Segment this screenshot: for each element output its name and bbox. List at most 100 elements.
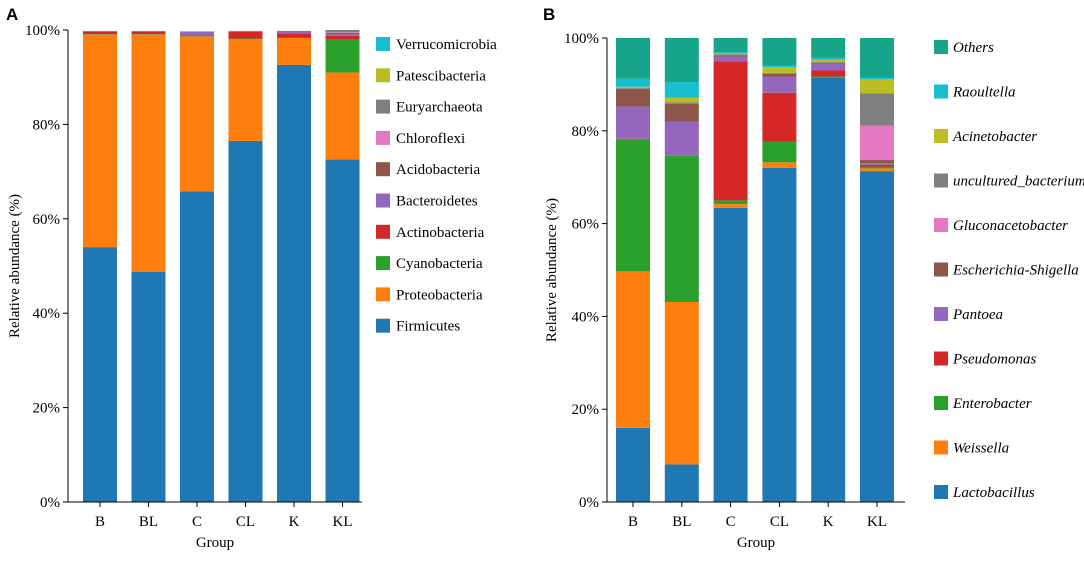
legend-swatch (934, 485, 948, 499)
x-tick-label: K (289, 514, 300, 530)
legend-swatch (934, 396, 948, 410)
bar-segment (326, 33, 360, 34)
bar-segment (762, 66, 796, 67)
bar-segment (714, 38, 748, 52)
bar-segment (811, 38, 845, 57)
y-tick-label: 20% (33, 401, 61, 417)
legend-label: Acinetobacter (952, 129, 1037, 145)
x-tick-label: C (726, 514, 736, 530)
bar-segment (229, 39, 263, 141)
y-tick-label: 40% (33, 306, 61, 322)
legend-swatch (376, 100, 390, 114)
bar-segment (762, 74, 796, 77)
legend-swatch (934, 40, 948, 54)
bar-segment (762, 162, 796, 168)
x-tick-label: CL (236, 514, 255, 530)
bar-segment (326, 39, 360, 72)
bar-segment (180, 32, 214, 35)
bar-segment (762, 77, 796, 93)
x-tick-label: B (95, 514, 105, 530)
bar-segment (616, 88, 650, 89)
bar-segment (277, 65, 311, 502)
legend-swatch (934, 263, 948, 277)
y-axis-title: Relative abundance (%) (544, 198, 560, 342)
y-tick-label: 0% (40, 495, 60, 511)
bar-segment (811, 70, 845, 76)
y-tick-label: 80% (572, 124, 600, 140)
legend-label: Raoultella (952, 85, 1016, 101)
x-tick-label: B (628, 514, 638, 530)
legend-swatch (376, 37, 390, 51)
y-tick-label: 0% (579, 495, 599, 511)
legend-label: uncultured_bacterium (953, 174, 1084, 190)
legend-swatch (376, 194, 390, 208)
bar-segment (277, 38, 311, 65)
bar-segment (326, 30, 360, 32)
y-tick-label: 60% (33, 212, 61, 228)
legend-swatch (376, 131, 390, 145)
bar-segment (83, 32, 117, 34)
legend-swatch (376, 287, 390, 301)
x-tick-label: KL (333, 514, 353, 530)
x-tick-label: C (192, 514, 202, 530)
legend-swatch (934, 85, 948, 99)
legend-swatch (376, 319, 390, 333)
legend-label: Gluconacetobacter (953, 218, 1068, 234)
legend-label: Enterobacter (952, 396, 1032, 412)
legend-swatch (376, 162, 390, 176)
legend-swatch (934, 129, 948, 143)
bar-segment (180, 35, 214, 36)
bar-segment (714, 61, 748, 200)
bar-segment (860, 93, 894, 125)
bar-segment (860, 38, 894, 78)
bar-segment (616, 139, 650, 271)
x-tick-label: BL (672, 514, 691, 530)
bar-segment (229, 141, 263, 502)
legend-label: Chloroflexi (396, 131, 465, 147)
bar-segment (665, 82, 699, 98)
bar-segment (326, 34, 360, 35)
legend-label: Cyanobacteria (396, 256, 483, 272)
legend-swatch (376, 68, 390, 82)
legend-label: Bacteroidetes (396, 194, 478, 210)
bar-segment (860, 79, 894, 93)
y-tick-label: 80% (33, 117, 61, 133)
bar-segment (714, 52, 748, 53)
bar-segment (762, 38, 796, 66)
bar-segment (860, 78, 894, 79)
legend-swatch (934, 307, 948, 321)
legend-label: Proteobacteria (396, 287, 483, 303)
legend-swatch (934, 352, 948, 366)
legend-label: Pantoea (952, 307, 1003, 323)
x-axis-title: Group (737, 535, 775, 551)
bar-segment (616, 89, 650, 107)
panel-label: A (6, 5, 18, 24)
x-tick-label: KL (867, 514, 887, 530)
bar-segment (83, 247, 117, 502)
bar-segment (180, 37, 214, 192)
bar-segment (860, 167, 894, 169)
bar-segment (665, 104, 699, 122)
legend-label: Verrucomicrobia (396, 37, 497, 53)
bar-segment (762, 141, 796, 162)
legend-label: Others (953, 40, 994, 56)
legend-label: Escherichia-Shigella (952, 263, 1079, 279)
bar-segment (714, 200, 748, 204)
legend-label: Lactobacillus (952, 485, 1035, 501)
panel-label: B (543, 5, 555, 24)
bar-segment (665, 464, 699, 502)
y-tick-label: 20% (572, 402, 600, 418)
bar-segment (132, 272, 166, 502)
bar-segment (762, 168, 796, 502)
bar-segment (277, 31, 311, 33)
bar-segment (714, 208, 748, 502)
bar-segment (326, 36, 360, 40)
legend-swatch (376, 256, 390, 270)
y-tick-label: 40% (572, 309, 600, 325)
bar-segment (811, 62, 845, 63)
bar-segment (616, 79, 650, 87)
legend-label: Acidobacteria (396, 162, 480, 178)
bar-segment (714, 55, 748, 56)
legend-swatch (934, 174, 948, 188)
